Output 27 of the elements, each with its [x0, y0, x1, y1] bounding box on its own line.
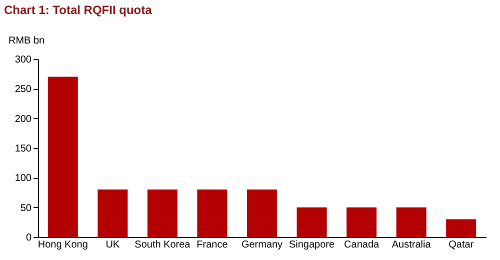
y-tick-label: 50	[20, 202, 32, 214]
x-tick-label: Australia	[392, 240, 432, 250]
chart-title: Chart 1: Total RQFII quota	[4, 3, 152, 17]
x-tick-label: Qatar	[448, 240, 474, 250]
y-tick-label: 150	[14, 144, 32, 154]
y-tick-label: 200	[14, 114, 32, 125]
bar	[446, 219, 476, 237]
bar	[48, 76, 78, 237]
y-tick-label: 0	[26, 232, 32, 244]
x-tick-label: South Korea	[134, 240, 191, 250]
bar	[396, 207, 426, 237]
y-axis-title: RMB bn	[8, 36, 45, 46]
y-tick-label: 300	[14, 54, 32, 66]
x-tick-label: Canada	[344, 240, 380, 250]
bar	[98, 190, 128, 237]
bar	[247, 190, 277, 237]
y-tick-label: 100	[14, 173, 32, 184]
y-tick-label: 250	[14, 84, 32, 96]
x-tick-label: France	[196, 240, 228, 250]
bar	[197, 190, 228, 237]
bar	[296, 207, 327, 237]
x-tick-label: Singapore	[288, 240, 336, 250]
bar	[346, 207, 377, 237]
x-tick-label: UK	[106, 240, 120, 250]
x-tick-label: Germany	[241, 240, 283, 250]
x-tick-label: Hong Kong	[38, 240, 88, 250]
bar	[147, 190, 178, 237]
